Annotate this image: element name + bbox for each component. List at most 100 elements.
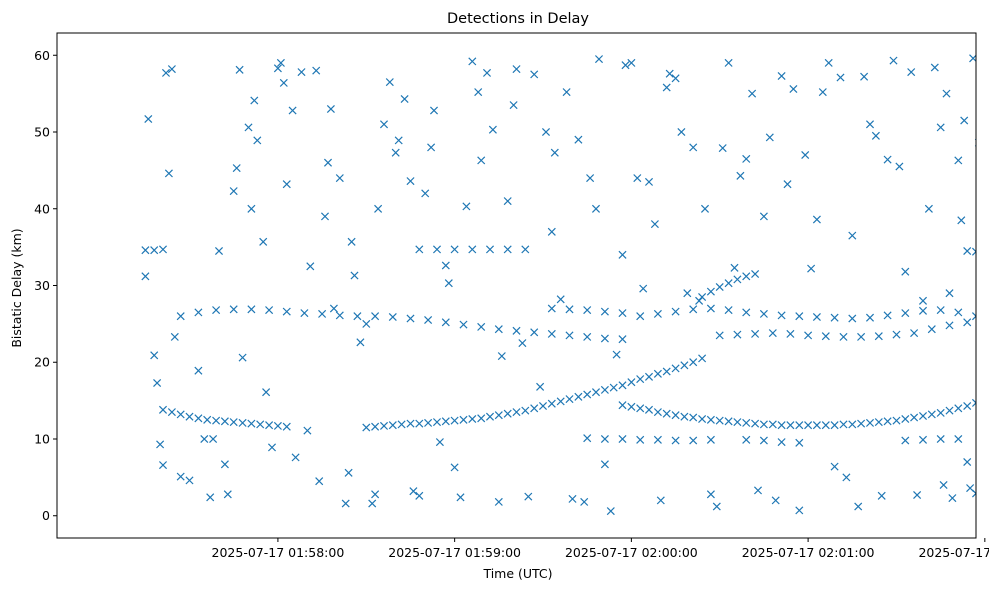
data-point (751, 329, 760, 338)
data-point (521, 245, 530, 254)
data-point (771, 496, 780, 505)
data-point (857, 419, 866, 428)
data-point (385, 78, 394, 87)
data-point (194, 414, 203, 423)
data-point (901, 436, 910, 445)
data-point (945, 406, 954, 415)
data-point (441, 417, 450, 426)
data-point (583, 332, 592, 341)
data-point (441, 261, 450, 270)
data-point (918, 435, 928, 444)
data-point (848, 420, 857, 429)
data-point (824, 58, 833, 67)
data-point (636, 375, 645, 384)
data-point (503, 245, 512, 254)
data-point (751, 419, 760, 428)
data-point (279, 78, 288, 87)
data-point (650, 220, 659, 229)
data-point (238, 353, 247, 362)
data-point (918, 306, 928, 315)
data-point (244, 123, 253, 132)
data-point (341, 499, 350, 508)
data-point (612, 350, 621, 359)
data-point (854, 502, 863, 511)
data-point (910, 413, 919, 422)
data-point (379, 120, 389, 129)
data-point (494, 411, 503, 420)
data-point (644, 177, 654, 186)
data-point (957, 216, 966, 225)
data-point (901, 309, 910, 318)
data-point (547, 399, 556, 408)
data-point (860, 72, 869, 81)
data-point (550, 148, 559, 157)
data-point (777, 311, 786, 320)
data-point (536, 382, 545, 391)
data-point (394, 136, 403, 145)
data-point (963, 246, 972, 256)
data-point (954, 156, 963, 165)
data-point (574, 392, 583, 401)
data-point (618, 434, 627, 444)
data-point (865, 313, 875, 322)
data-point (627, 402, 636, 411)
data-point (185, 412, 194, 421)
data-point (247, 204, 256, 213)
data-point (170, 332, 179, 341)
x-tick-label: 2025-07-17 01:59:00 (388, 545, 521, 560)
data-point (695, 296, 704, 305)
y-tick-label: 10 (34, 431, 50, 446)
data-point (391, 148, 400, 157)
data-point (477, 414, 486, 423)
data-point (621, 61, 630, 70)
data-point (583, 306, 592, 315)
data-point (768, 420, 777, 429)
data-point (247, 305, 256, 314)
data-point (807, 264, 816, 273)
data-point (306, 262, 315, 271)
data-point (698, 354, 707, 363)
data-point (963, 401, 972, 411)
data-point (415, 419, 424, 428)
data-point (759, 436, 768, 445)
data-point (742, 272, 751, 281)
data-point (368, 499, 377, 508)
data-point (665, 69, 674, 78)
data-point (783, 180, 792, 189)
data-point (459, 415, 468, 424)
data-point (627, 378, 636, 387)
data-point (441, 318, 450, 327)
data-point (300, 309, 309, 318)
data-point (718, 144, 727, 153)
data-point (565, 331, 574, 340)
data-point (753, 486, 763, 495)
data-point (698, 414, 707, 424)
data-point (164, 169, 173, 178)
data-point (247, 419, 256, 428)
data-point (830, 462, 839, 471)
data-point (759, 420, 768, 429)
data-point (918, 411, 928, 421)
data-point (627, 58, 636, 67)
data-point (141, 246, 150, 255)
data-point (636, 404, 645, 413)
data-point (759, 212, 768, 221)
data-point (936, 408, 945, 417)
data-point (671, 411, 680, 420)
data-point (288, 106, 297, 115)
data-point (282, 307, 291, 316)
data-point (397, 420, 406, 429)
data-point (700, 204, 710, 213)
data-point (677, 127, 686, 137)
data-point (259, 237, 268, 246)
data-point (971, 247, 976, 256)
data-point (503, 197, 512, 206)
data-point (220, 417, 229, 426)
data-point (883, 417, 892, 426)
data-point (265, 306, 274, 315)
data-point (821, 421, 830, 430)
data-point (948, 494, 957, 503)
data-point (474, 88, 483, 97)
data-point (786, 421, 795, 430)
